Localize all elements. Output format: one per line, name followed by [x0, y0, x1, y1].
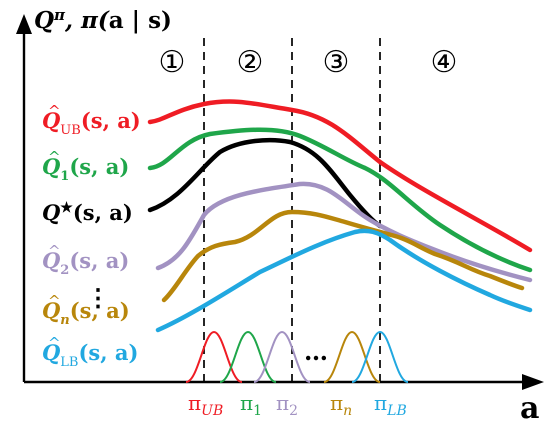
label-q-star: Q★(s, a) — [42, 200, 133, 225]
label-q-1-sub: 1 — [60, 169, 69, 184]
label-q-2: Q2(s, a) — [42, 248, 129, 278]
label-pi-2-pi: π — [276, 391, 289, 415]
label-q-1-args: (s, a) — [69, 154, 129, 179]
label-q-2-q: Q — [42, 248, 60, 273]
label-pi-ub-pi: π — [188, 391, 201, 415]
label-q-1: Q1(s, a) — [42, 154, 129, 184]
label-pi-1-sub: 1 — [253, 403, 262, 419]
label-q-n-args: (s, a) — [70, 298, 130, 323]
label-pi-lb-sub: LB — [386, 403, 407, 419]
horizontal-ellipsis: … — [304, 337, 328, 366]
curve-q-ub — [147, 99, 533, 253]
curve-q-lb — [155, 228, 533, 333]
policy-bump-pi-ub — [185, 330, 243, 383]
label-pi-ub: πUB — [188, 391, 223, 419]
label-q-2-args: (s, a) — [69, 248, 129, 273]
label-pi-1: π1 — [240, 391, 262, 419]
region-label-3: ③ — [323, 45, 350, 80]
y-axis-title-pi-sup: π — [53, 6, 66, 24]
y-axis-title-s: s — [148, 7, 161, 34]
y-axis-title-rest: , π( — [64, 7, 110, 34]
label-q-1-q: Q — [42, 154, 60, 179]
region-label-1: ① — [159, 45, 186, 80]
label-q-n: Qn(s, a) — [42, 298, 130, 328]
y-axis-title-q: Q — [34, 7, 54, 34]
policy-bump-pi-lb — [351, 330, 409, 383]
label-q-ub-q: Q — [42, 108, 60, 133]
label-q-lb: QLB(s, a) — [42, 340, 138, 370]
vertical-ellipsis: ⋮ — [86, 283, 110, 312]
label-q-lb-args: (s, a) — [78, 340, 138, 365]
policy-bump-pi-2 — [253, 330, 311, 383]
label-q-n-q: Q — [42, 298, 60, 323]
label-q-star-q: Q — [42, 200, 60, 225]
label-q-star-args: (s, a) — [73, 200, 133, 225]
y-axis-arrowhead — [16, 14, 32, 34]
label-pi-1-pi: π — [240, 391, 253, 415]
curve-q-1 — [147, 127, 533, 273]
policy-bump-pi-1 — [219, 330, 277, 383]
hat-q-ub: ^ — [48, 102, 61, 120]
label-pi-n-sub: n — [343, 403, 352, 419]
hat-q-n: ^ — [48, 292, 61, 310]
y-axis-title-a: a — [109, 7, 124, 34]
label-pi-ub-sub: UB — [201, 403, 223, 419]
label-pi-n-pi: π — [330, 391, 343, 415]
hat-q-lb: ^ — [48, 334, 61, 352]
label-q-ub-sub: UB — [60, 123, 81, 138]
curve-q-star — [147, 137, 383, 229]
label-pi-lb-pi: π — [374, 391, 387, 415]
label-pi-2-sub: 2 — [289, 403, 298, 419]
label-q-ub-args: (s, a) — [81, 108, 141, 133]
y-axis-title: Qπ, π(a | s) — [34, 6, 172, 34]
label-q-lb-q: Q — [42, 340, 60, 365]
region-label-4: ④ — [431, 45, 458, 80]
x-axis-arrowhead — [522, 374, 544, 390]
curve-q-2 — [155, 181, 533, 283]
label-pi-n: πn — [330, 391, 352, 419]
label-pi-2: π2 — [276, 391, 298, 419]
label-q-ub: QUB(s, a) — [42, 108, 141, 138]
policy-bump-pi-n — [323, 330, 381, 383]
region-label-2: ② — [237, 45, 264, 80]
x-axis-label: a — [520, 391, 539, 424]
label-pi-lb: πLB — [374, 391, 407, 419]
label-q-star-sup: ★ — [60, 200, 73, 216]
hat-q-2: ^ — [48, 242, 61, 260]
curve-q-n — [161, 209, 525, 303]
label-q-lb-sub: LB — [60, 355, 78, 370]
hat-q-1: ^ — [48, 148, 61, 166]
label-q-n-sub: n — [60, 313, 69, 328]
y-axis-title-bar: | — [124, 7, 148, 34]
y-axis-title-close: ) — [161, 7, 172, 34]
label-q-2-sub: 2 — [60, 263, 69, 278]
